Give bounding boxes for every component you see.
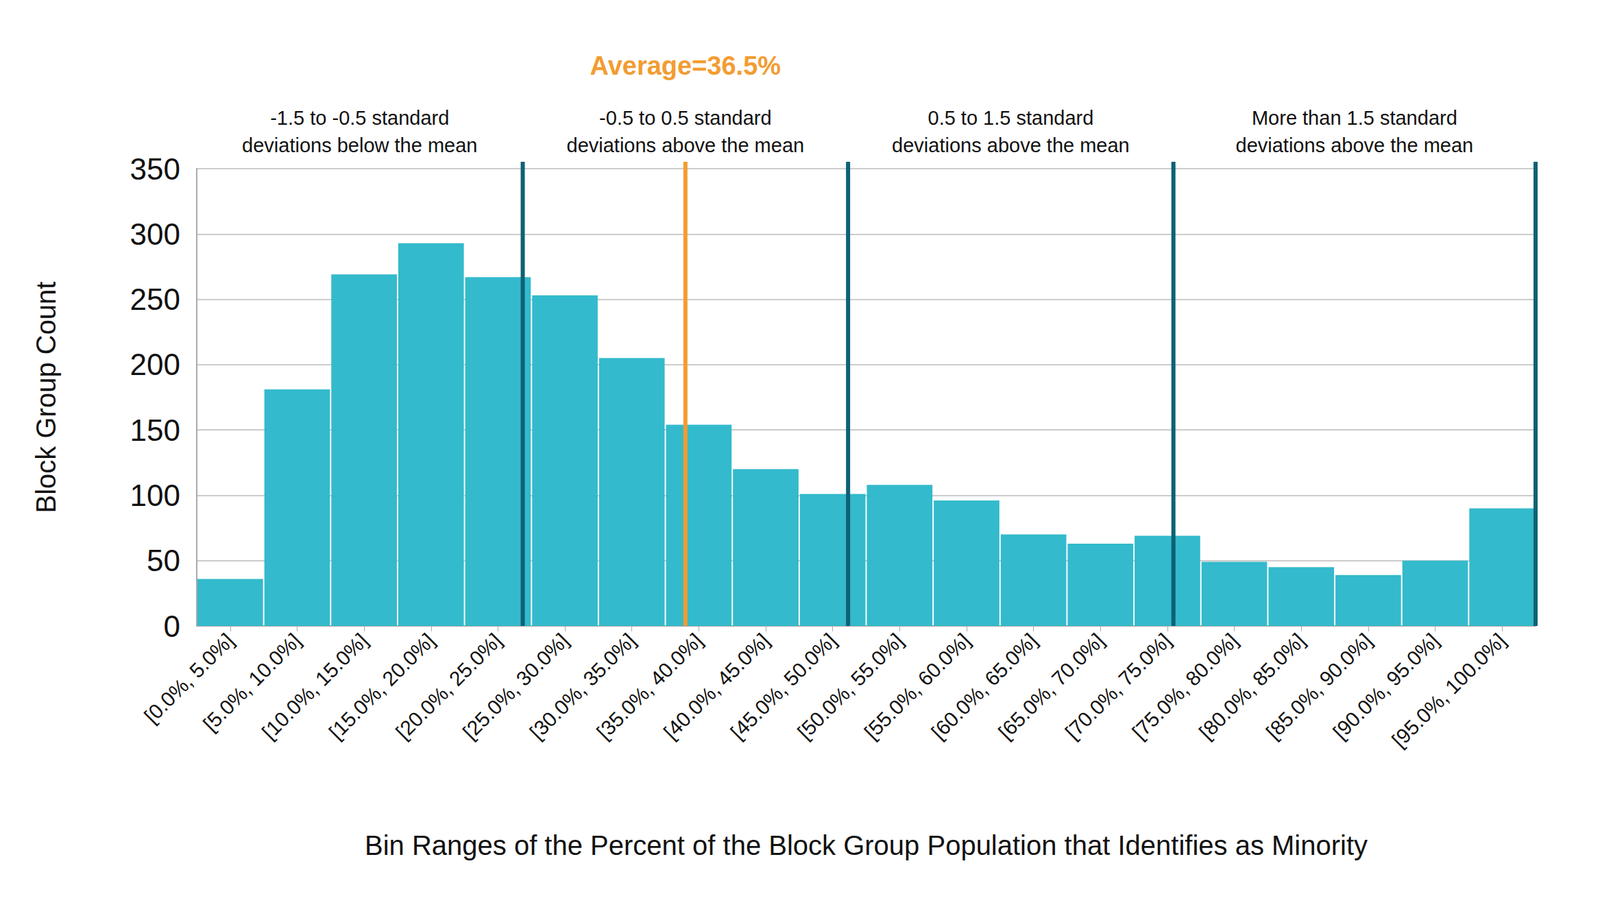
svg-text:deviations above the mean: deviations above the mean	[891, 134, 1130, 157]
svg-text:[45.0%, 50.0%]: [45.0%, 50.0%]	[726, 628, 841, 744]
svg-text:[0.0%, 5.0%]: [0.0%, 5.0%]	[139, 628, 239, 728]
svg-text:Bin Ranges of the Percent of t: Bin Ranges of the Percent of the Block G…	[364, 830, 1368, 861]
svg-text:Average=36.5%: Average=36.5%	[590, 51, 782, 81]
svg-text:150: 150	[130, 413, 181, 447]
svg-text:[60.0%, 65.0%]: [60.0%, 65.0%]	[926, 628, 1042, 744]
svg-text:[50.0%, 55.0%]: [50.0%, 55.0%]	[793, 628, 908, 744]
svg-text:[65.0%, 70.0%]: [65.0%, 70.0%]	[993, 628, 1109, 744]
svg-text:[75.0%, 80.0%]: [75.0%, 80.0%]	[1127, 628, 1243, 744]
svg-text:[5.0%, 10.0%]: [5.0%, 10.0%]	[198, 628, 306, 736]
svg-text:[80.0%, 85.0%]: [80.0%, 85.0%]	[1194, 628, 1310, 744]
svg-text:-0.5 to 0.5 standard: -0.5 to 0.5 standard	[599, 106, 772, 129]
svg-text:-1.5 to -0.5 standard: -1.5 to -0.5 standard	[270, 106, 450, 129]
svg-text:[20.0%, 25.0%]: [20.0%, 25.0%]	[391, 628, 506, 744]
svg-text:[70.0%, 75.0%]: [70.0%, 75.0%]	[1060, 628, 1176, 744]
svg-text:350: 350	[130, 152, 181, 186]
svg-text:[25.0%, 30.0%]: [25.0%, 30.0%]	[458, 628, 573, 744]
svg-text:[55.0%, 60.0%]: [55.0%, 60.0%]	[859, 628, 975, 744]
svg-text:0.5 to 1.5 standard: 0.5 to 1.5 standard	[928, 106, 1095, 129]
svg-text:200: 200	[130, 347, 181, 382]
svg-text:[95.0%, 100.0%]: [95.0%, 100.0%]	[1387, 628, 1511, 752]
svg-text:250: 250	[130, 282, 181, 317]
svg-text:[15.0%, 20.0%]: [15.0%, 20.0%]	[324, 628, 440, 744]
svg-text:[35.0%, 40.0%]: [35.0%, 40.0%]	[592, 628, 707, 744]
svg-text:deviations below the mean: deviations below the mean	[241, 134, 478, 157]
svg-text:Block Group Count: Block Group Count	[30, 281, 62, 514]
svg-text:[10.0%, 15.0%]: [10.0%, 15.0%]	[257, 628, 373, 744]
svg-text:0: 0	[163, 609, 181, 644]
svg-text:[40.0%, 45.0%]: [40.0%, 45.0%]	[659, 628, 774, 744]
svg-text:300: 300	[130, 217, 181, 251]
svg-text:deviations above the mean: deviations above the mean	[1235, 134, 1474, 157]
svg-text:deviations above the mean: deviations above the mean	[566, 134, 805, 157]
svg-text:50: 50	[146, 543, 181, 578]
svg-text:[85.0%, 90.0%]: [85.0%, 90.0%]	[1261, 628, 1377, 744]
svg-text:More than 1.5 standard: More than 1.5 standard	[1251, 106, 1458, 129]
svg-text:100: 100	[130, 478, 181, 513]
svg-text:[90.0%, 95.0%]: [90.0%, 95.0%]	[1328, 628, 1444, 744]
svg-text:[30.0%, 35.0%]: [30.0%, 35.0%]	[525, 628, 640, 744]
